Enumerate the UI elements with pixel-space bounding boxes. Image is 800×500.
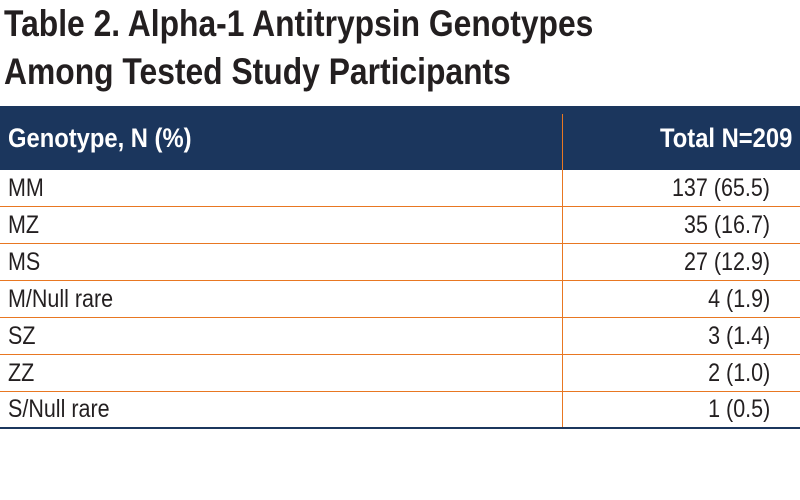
- total-cell: 137 (65.5): [671, 173, 770, 202]
- table-title: Table 2. Alpha-1 Antitrypsin Genotypes A…: [4, 0, 685, 96]
- table-row: SZ 3 (1.4): [0, 318, 800, 355]
- table-title-line-2: Among Tested Study Participants: [4, 51, 511, 92]
- column-divider: [562, 114, 563, 170]
- table-row: ZZ 2 (1.0): [0, 355, 800, 392]
- table-row: MZ 35 (16.7): [0, 207, 800, 244]
- column-divider: [562, 170, 563, 206]
- table-row: M/Null rare 4 (1.9): [0, 281, 800, 318]
- genotype-cell: M/Null rare: [8, 284, 114, 313]
- total-cell: 27 (12.9): [683, 247, 770, 276]
- total-cell: 4 (1.9): [707, 284, 770, 313]
- column-divider: [562, 318, 563, 354]
- genotype-table: Genotype, N (%) Total N=209 MM 137 (65.5…: [0, 106, 800, 429]
- header-genotype: Genotype, N (%): [8, 123, 192, 153]
- total-cell: 2 (1.0): [707, 358, 770, 387]
- column-divider: [562, 244, 563, 280]
- genotype-cell: MS: [8, 247, 41, 276]
- column-divider: [562, 281, 563, 317]
- table-row: S/Null rare 1 (0.5): [0, 392, 800, 429]
- genotype-cell: SZ: [8, 321, 36, 350]
- table-row: MM 137 (65.5): [0, 170, 800, 207]
- table-title-line-1: Table 2. Alpha-1 Antitrypsin Genotypes: [4, 3, 594, 44]
- table-header-row: Genotype, N (%) Total N=209: [0, 106, 800, 170]
- total-cell: 3 (1.4): [707, 321, 770, 350]
- column-divider: [562, 392, 563, 427]
- genotype-cell: S/Null rare: [8, 395, 110, 423]
- genotype-cell: MZ: [8, 210, 40, 239]
- total-cell: 35 (16.7): [683, 210, 770, 239]
- column-divider: [562, 207, 563, 243]
- genotype-cell: MM: [8, 173, 44, 202]
- genotype-cell: ZZ: [8, 358, 35, 387]
- total-cell: 1 (0.5): [707, 395, 770, 423]
- header-total: Total N=209: [659, 123, 792, 153]
- table-row: MS 27 (12.9): [0, 244, 800, 281]
- column-divider: [562, 355, 563, 391]
